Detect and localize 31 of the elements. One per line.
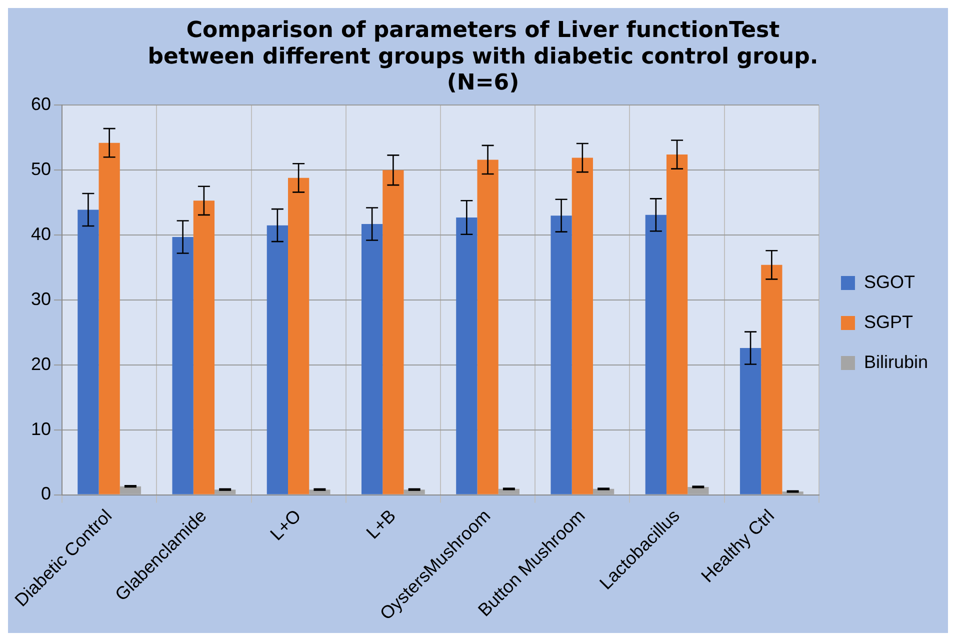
y-tick-label: 50 [30, 159, 52, 180]
y-tick-label: 10 [30, 418, 52, 439]
bar [266, 225, 288, 494]
x-tick-label: L+O [266, 506, 305, 544]
bar [761, 264, 782, 494]
bar [740, 348, 762, 494]
bar [645, 214, 666, 494]
legend-label: Bilirubin [864, 352, 928, 372]
y-tick-label: 40 [30, 224, 52, 244]
bar [120, 486, 142, 494]
bar [172, 237, 194, 494]
y-tick-label: 60 [30, 94, 52, 114]
bar [78, 210, 99, 494]
bar [666, 154, 688, 494]
bar [477, 160, 498, 494]
bar [361, 224, 383, 494]
y-tick-label: 0 [41, 484, 52, 504]
bar [382, 170, 404, 494]
bar [288, 178, 310, 494]
bar [193, 200, 215, 494]
bar [98, 142, 120, 494]
bar [498, 488, 520, 494]
legend-label: SGOT [864, 272, 915, 292]
bar [456, 218, 478, 494]
bar [592, 488, 614, 494]
bar [550, 216, 572, 494]
legend-label: SGPT [864, 312, 913, 332]
y-tick-label: 30 [30, 288, 52, 309]
chart-title: Comparison of parameters of Liver functionTest between different groups with diabetic control group. (N=6) [148, 18, 818, 96]
bar [572, 158, 593, 494]
y-tick-label: 20 [30, 354, 52, 374]
